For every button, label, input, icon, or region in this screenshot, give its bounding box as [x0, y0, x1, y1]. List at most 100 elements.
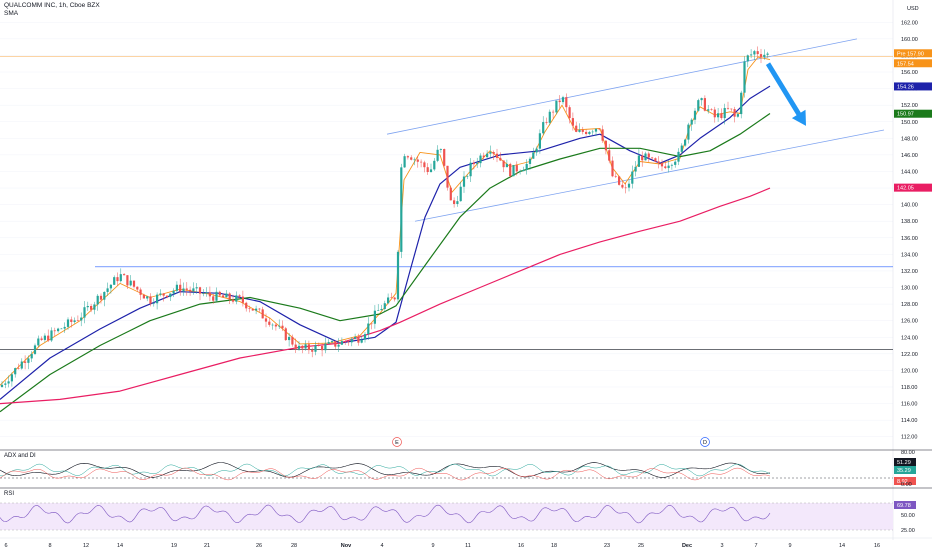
y-tick-label: 122.00 — [901, 352, 918, 358]
candle-body — [634, 166, 637, 172]
candle-body — [766, 53, 769, 55]
candle-body — [627, 183, 631, 188]
x-tick-label: 11 — [465, 543, 471, 549]
indicator-panes: 51.29 35.29 8.92 80.00 0.00 50.00 25.00 69.78 — [0, 450, 916, 534]
adx-badge — [894, 458, 916, 466]
candle-body — [149, 296, 152, 304]
candle-body — [703, 98, 706, 111]
y-tick-label: 116.00 — [901, 402, 917, 408]
candle-body — [80, 317, 83, 321]
candle-body — [179, 284, 182, 292]
candle-body — [502, 160, 505, 168]
candle-body — [443, 149, 446, 166]
candle-body — [565, 97, 568, 108]
candle-body — [670, 164, 673, 166]
candle-body — [585, 131, 588, 134]
x-tick-label: 7 — [754, 543, 757, 549]
adx-badge — [894, 466, 916, 474]
candle-body — [113, 277, 116, 285]
time-axis[interactable]: 6 8 12 14 19 21 26 28 Nov 4 9 11 16 18 23 25 Dec 3 7 9 14 16 — [4, 543, 880, 549]
candle-body — [535, 148, 538, 153]
candle-body — [367, 323, 370, 335]
candle-body — [390, 297, 393, 299]
candle-body — [126, 275, 129, 286]
candle-body — [555, 100, 558, 113]
candle-body — [466, 176, 469, 177]
candle-body — [644, 153, 647, 161]
candle-body — [720, 113, 723, 119]
down-arrow-annotation[interactable] — [765, 62, 806, 126]
candle-body — [103, 291, 106, 300]
event-marker-label: E — [395, 440, 399, 446]
symbol-title: QUALCOMM INC, 1h, Cboe BZX — [4, 2, 100, 9]
price-badge — [894, 49, 932, 58]
candle-body — [594, 128, 598, 132]
price-axis[interactable]: 112.00 114.00 116.00 118.00 120.00 122.00 124.… — [894, 6, 932, 441]
candle-body — [446, 165, 449, 188]
candle-body — [462, 176, 466, 187]
di-plus-line — [0, 463, 771, 477]
candle-body — [740, 92, 743, 115]
y-tick-label: 134.00 — [901, 252, 918, 258]
rsi-tick-label: 25.00 — [901, 528, 915, 534]
y-tick-label: 120.00 — [901, 368, 918, 374]
candle-body — [528, 158, 532, 164]
candle-body — [169, 293, 172, 298]
candle-body — [24, 361, 27, 363]
price-series — [0, 46, 769, 389]
adx-badge-label: 8.92 — [897, 479, 908, 485]
candle-body — [654, 158, 657, 162]
candle-body — [387, 297, 390, 304]
candle-body — [60, 328, 63, 330]
price-badge-label: 150.97 — [897, 112, 914, 118]
rsi-band — [0, 503, 893, 530]
candle-body — [291, 336, 294, 345]
x-tick-label: 8 — [48, 543, 51, 549]
x-tick-label: 6 — [4, 543, 7, 549]
adx-pane-label: ADX and DI — [4, 453, 36, 459]
candle-body — [486, 153, 489, 158]
candle-body — [710, 109, 713, 110]
candle-body — [93, 304, 96, 310]
candle-body — [321, 345, 324, 351]
y-tick-label: 118.00 — [901, 385, 917, 391]
candle-body — [17, 368, 20, 369]
candle-body — [552, 111, 555, 113]
candle-body — [733, 109, 736, 117]
candle-body — [235, 295, 238, 302]
price-badge-label: Pre 157.90 — [897, 51, 924, 57]
candle-body — [7, 381, 10, 384]
candle-body — [373, 310, 376, 324]
candle-body — [248, 308, 251, 309]
trend-channel[interactable] — [386, 38, 885, 222]
candle-body — [410, 157, 413, 160]
candle-body — [588, 131, 591, 134]
candle-body — [281, 325, 284, 329]
x-tick-label: 16 — [874, 543, 880, 549]
candle-body — [677, 151, 680, 162]
candle-body — [413, 159, 416, 161]
candle-body — [581, 129, 584, 132]
candle-body — [301, 345, 304, 349]
ma-line-3 — [0, 113, 771, 413]
candle-body — [492, 152, 495, 154]
candle-body — [255, 308, 258, 311]
x-tick-label: 4 — [380, 543, 383, 549]
candle-body — [611, 160, 614, 177]
candle-body — [238, 295, 241, 297]
candle-body — [763, 54, 766, 57]
candle-body — [400, 167, 403, 252]
candle-body — [429, 169, 433, 173]
candle-body — [70, 319, 73, 322]
candle-body — [20, 361, 23, 369]
candle-body — [396, 251, 400, 300]
candle-body — [327, 342, 330, 344]
y-tick-label: 150.00 — [901, 120, 918, 126]
candle-body — [258, 308, 261, 310]
candle-body — [403, 156, 406, 168]
candle-body — [40, 338, 43, 340]
candle-body — [162, 293, 165, 296]
candle-body — [47, 335, 50, 341]
